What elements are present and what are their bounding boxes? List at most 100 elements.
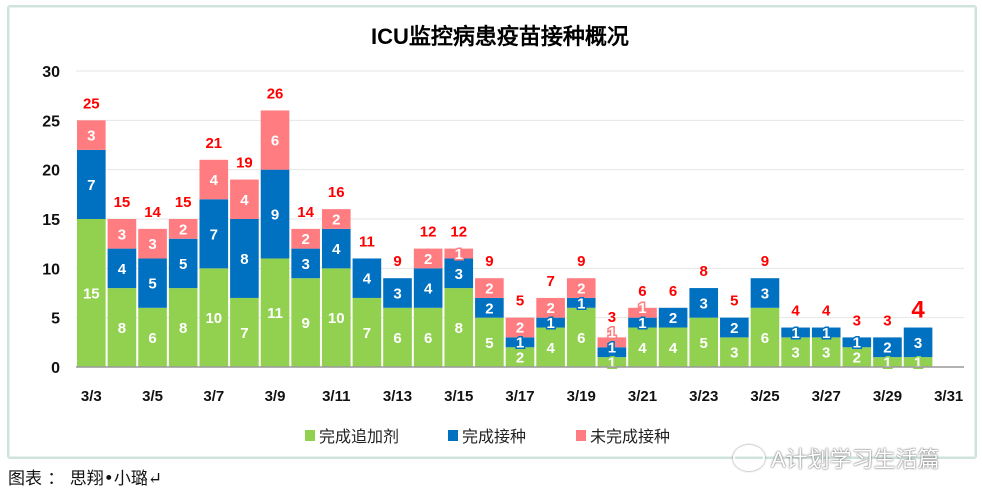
chart-title: ICU监控病患疫苗接种概况 <box>371 24 629 49</box>
bar-segment <box>168 288 198 367</box>
segment-label: 6 <box>761 330 769 347</box>
bar-segment <box>566 297 596 308</box>
segment-label: 3 <box>761 286 769 303</box>
segment-label: 2 <box>485 300 493 317</box>
total-label: 15 <box>114 194 131 211</box>
segment-label: 8 <box>179 320 187 337</box>
total-label: 5 <box>516 293 524 310</box>
segment-label: 3 <box>148 236 156 253</box>
y-tick-label: 10 <box>42 261 60 278</box>
bar-segment <box>352 297 382 367</box>
segment-label: 8 <box>118 320 126 337</box>
segment-label: 6 <box>424 330 432 347</box>
x-tick-label: 3/29 <box>873 388 902 405</box>
segment-label: 1 <box>455 246 463 263</box>
segment-label: 11 <box>267 305 283 322</box>
y-tick-label: 5 <box>51 311 60 328</box>
segment-label: 6 <box>271 133 279 150</box>
segment-label: 4 <box>546 340 555 357</box>
total-label: 9 <box>761 253 769 270</box>
segment-label: 3 <box>914 335 922 352</box>
x-tick-label: 3/7 <box>203 388 224 405</box>
segment-label: 1 <box>546 315 554 332</box>
segment-label: 4 <box>638 340 647 357</box>
bar-segment <box>597 337 627 348</box>
bar-segment <box>199 268 229 367</box>
x-tick-label: 3/9 <box>265 388 286 405</box>
bar-segment <box>505 317 535 338</box>
total-label: 7 <box>546 273 554 290</box>
legend-label: 未完成接种 <box>590 428 670 446</box>
total-label: 14 <box>144 204 161 221</box>
x-tick-label: 3/27 <box>812 388 841 405</box>
segment-label: 4 <box>332 241 341 258</box>
total-label: 9 <box>393 253 401 270</box>
bar-segment <box>811 327 841 338</box>
segment-label: 4 <box>669 340 678 357</box>
segment-label: 5 <box>700 335 708 352</box>
bar-segment <box>842 337 872 348</box>
segment-label: 2 <box>669 310 677 327</box>
segment-label: 4 <box>240 192 249 209</box>
segment-label: 2 <box>546 300 554 317</box>
bar-segment <box>413 248 443 269</box>
bar-segment <box>873 337 902 358</box>
segment-label: 6 <box>393 330 401 347</box>
y-tick-label: 30 <box>42 64 60 81</box>
chart-frame <box>7 5 977 459</box>
bar-segment <box>321 228 351 269</box>
total-label: 16 <box>328 184 345 201</box>
bar-segment <box>720 317 749 338</box>
bar-segment <box>413 268 443 308</box>
segment-label: 1 <box>577 295 585 312</box>
y-tick-label: 25 <box>42 113 60 130</box>
segment-label: 1 <box>791 325 799 342</box>
bar-segment <box>77 149 106 219</box>
x-tick-label: 3/25 <box>750 388 779 405</box>
segment-label: 4 <box>210 172 219 189</box>
total-label: 3 <box>853 312 861 329</box>
legend-swatch <box>448 430 458 441</box>
total-label: 25 <box>83 95 100 112</box>
total-label: 5 <box>730 293 738 310</box>
bar-segment <box>444 258 474 289</box>
segment-label: 10 <box>205 310 222 327</box>
bar-segment <box>230 297 259 367</box>
bar-segment <box>628 327 657 367</box>
segment-label: 3 <box>118 226 126 243</box>
bar-segment <box>566 278 596 298</box>
bar-segment <box>383 278 412 308</box>
segment-label: 7 <box>240 325 248 342</box>
bar-segment <box>291 278 320 367</box>
x-tick-label: 3/5 <box>142 388 163 405</box>
bar-segment <box>903 327 933 358</box>
x-tick-label: 3/21 <box>628 388 657 405</box>
segment-label: 6 <box>577 330 585 347</box>
bar-segment <box>536 317 565 328</box>
bar-segment <box>138 307 167 367</box>
bar-segment <box>168 219 198 239</box>
segment-label: 4 <box>424 281 433 298</box>
bar-segment <box>230 179 259 219</box>
total-label: 26 <box>267 85 284 102</box>
bar-segment <box>260 169 290 259</box>
segment-label: 7 <box>210 226 218 243</box>
total-label: 4 <box>911 297 925 324</box>
bar-segment <box>77 120 106 150</box>
segment-label: 10 <box>328 310 345 327</box>
bar-segment <box>230 219 259 298</box>
bar-segment <box>689 317 719 367</box>
x-tick-label: 3/3 <box>81 388 102 405</box>
x-tick-label: 3/17 <box>505 388 534 405</box>
total-label: 21 <box>205 135 222 152</box>
segment-label: 2 <box>179 221 187 238</box>
bar-segment <box>291 248 320 279</box>
segment-label: 4 <box>118 261 127 278</box>
bar-segment <box>750 278 780 308</box>
bar-segment <box>505 347 535 367</box>
bar-segment <box>597 357 627 367</box>
caption: 图表 ： 思翔•小璐↵ <box>8 469 163 489</box>
x-tick-label: 3/19 <box>567 388 596 405</box>
segment-label: 2 <box>301 231 309 248</box>
total-label: 19 <box>236 155 253 172</box>
